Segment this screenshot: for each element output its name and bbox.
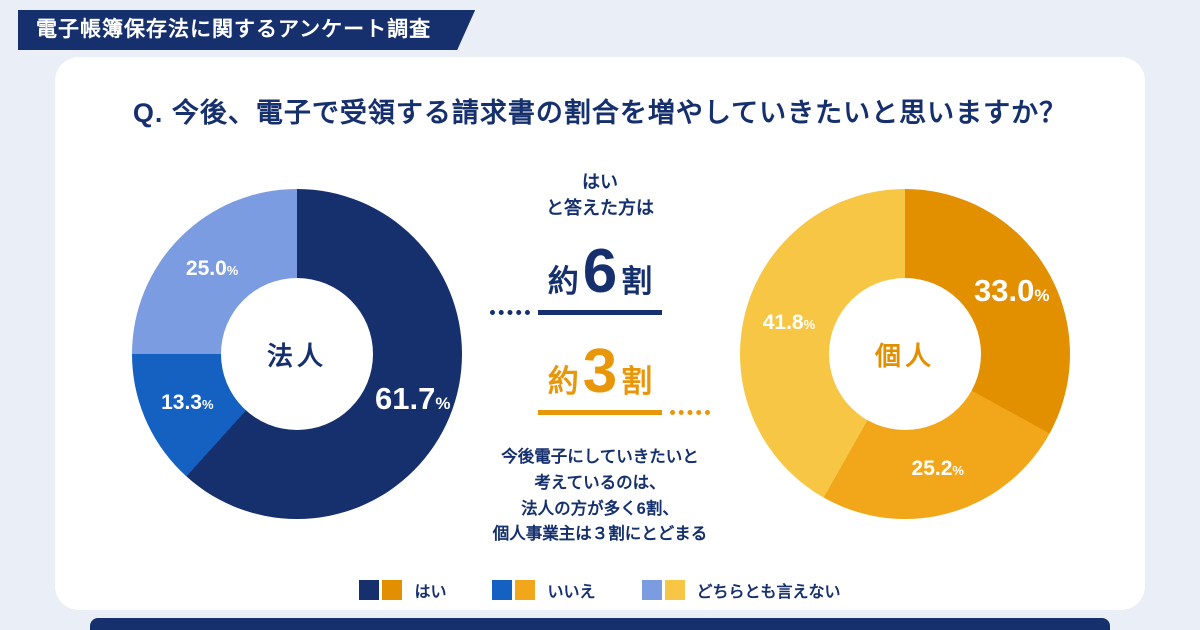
callout-note-line: 個人事業主は３割にとどまる (492, 525, 708, 544)
legend-swatch (382, 580, 403, 600)
chart-center-label-corporate: 法人 (266, 340, 327, 371)
callout-lead-text: と答えた方は (546, 198, 654, 219)
slice-label: 25.2% (911, 457, 964, 481)
banner-title: 電子帳簿保存法に関するアンケート調査 (36, 18, 432, 41)
legend: はい いいえ どちらとも言えない (55, 578, 1145, 602)
card: Q. 今後、電子で受領する請求書の割合を増やしていきたいと思いますか？ 法人 6… (55, 57, 1145, 610)
slice-label: 61.7% (374, 380, 451, 416)
slice-label: 13.3% (161, 390, 214, 414)
callout-value-corporate-wrap: 約6 割 (460, 237, 740, 316)
question-title: Q. 今後、電子で受領する請求書の割合を増やしていきたいと思いますか？ (132, 98, 1068, 128)
callout: はい と答えた方は 約6 割 約3 割 今後電子にしていきたいと 考えているのは、 … (460, 169, 740, 548)
legend-swatch (641, 580, 662, 600)
callout-value-individual: 約3 割 (537, 337, 711, 416)
legend-label: いいえ (547, 584, 596, 601)
callout-lead: はい と答えた方は (460, 169, 740, 221)
donut-chart-corporate: 法人 61.7% 13.3% 25.0% (132, 189, 462, 519)
callout-value-individual-wrap: 約3 割 (460, 337, 740, 416)
banner: 電子帳簿保存法に関するアンケート調査 (18, 10, 475, 50)
legend-label: どちらとも言えない (696, 584, 841, 601)
callout-value-corporate: 約6 割 (489, 237, 663, 316)
legend-swatch (515, 580, 536, 600)
donut-hole-corporate: 法人 (221, 278, 373, 430)
chart-center-label-individual: 個人 (874, 340, 935, 371)
donut-hole-individual: 個人 (829, 278, 981, 430)
callout-note: 今後電子にしていきたいと 考えているのは、 法人の方が多く6割、 個人事業主は３… (460, 445, 740, 547)
legend-item: はい (359, 578, 446, 602)
callout-corporate-prefix: 約 (547, 264, 579, 300)
donut-chart-individual: 個人 33.0% 25.2% 41.8% (740, 189, 1070, 519)
callout-individual-prefix: 約 (547, 364, 579, 400)
callout-corporate-number: 6 (582, 237, 618, 307)
slice-label: 33.0% (973, 272, 1050, 308)
dotted-line-right (670, 410, 711, 416)
slice-label: 41.8% (762, 311, 816, 335)
callout-lead-answer: はい (582, 172, 618, 192)
legend-item: いいえ (492, 578, 596, 602)
legend-swatch (359, 580, 380, 600)
legend-swatch (492, 580, 513, 600)
legend-swatch (664, 580, 685, 600)
dotted-line-left (489, 310, 530, 316)
legend-label: はい (414, 584, 447, 601)
slice-label: 25.0% (185, 257, 239, 281)
bottom-bar (90, 618, 1110, 630)
callout-note-line: 考えているのは、 (534, 473, 666, 492)
callout-note-line: 法人の方が多く6割、 (521, 499, 679, 518)
callout-individual-suffix: 割 (621, 364, 653, 400)
callout-individual-number: 3 (582, 337, 618, 407)
legend-item: どちらとも言えない (641, 578, 841, 602)
callout-corporate-suffix: 割 (621, 264, 653, 300)
callout-note-line: 今後電子にしていきたいと (501, 448, 699, 467)
